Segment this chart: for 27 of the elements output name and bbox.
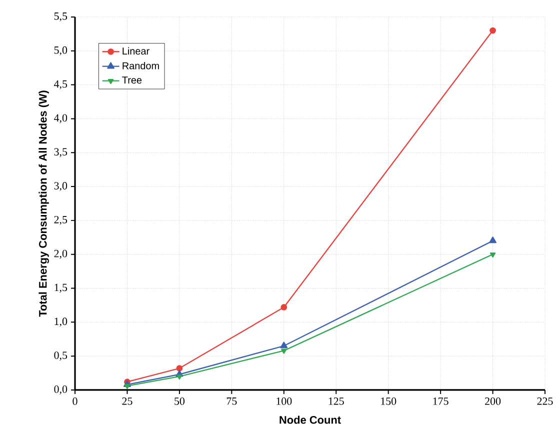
y-tick-label: 4,5 (54, 80, 68, 90)
x-tick-label: 50 (174, 398, 185, 405)
x-tick-label: 100 (276, 398, 292, 405)
y-tick-label: 3,5 (54, 148, 68, 158)
x-tick-label: 75 (226, 398, 237, 405)
x-tick-label: 200 (485, 398, 501, 405)
x-tick-label: 125 (328, 398, 344, 405)
x-tick-label: 25 (122, 398, 132, 405)
y-axis-title: Total Energy Consumption of All Nodes (W) (38, 90, 49, 317)
y-tick-label: 5,5 (54, 12, 68, 22)
x-axis-title: Node Count (280, 416, 341, 424)
y-tick-label: 0,5 (54, 352, 68, 361)
y-tick-label: 5,0 (54, 46, 68, 56)
y-tick-label: 2,0 (54, 250, 68, 259)
y-tick-label: 0,0 (54, 386, 68, 394)
legend-label: Random (122, 62, 159, 70)
x-tick-label: 150 (381, 398, 396, 405)
x-tick-label: 175 (433, 398, 448, 405)
legend-label: Tree (122, 76, 142, 84)
legend-label: Linear (122, 47, 150, 55)
x-tick-label: 225 (537, 398, 553, 405)
y-tick-label: 1,5 (54, 284, 68, 293)
y-tick-label: 3,0 (54, 182, 68, 192)
y-tick-label: 1,0 (54, 318, 68, 327)
y-tick-label: 4,0 (54, 114, 68, 124)
y-tick-label: 2,5 (54, 216, 68, 225)
x-tick-label: 0 (72, 398, 78, 405)
